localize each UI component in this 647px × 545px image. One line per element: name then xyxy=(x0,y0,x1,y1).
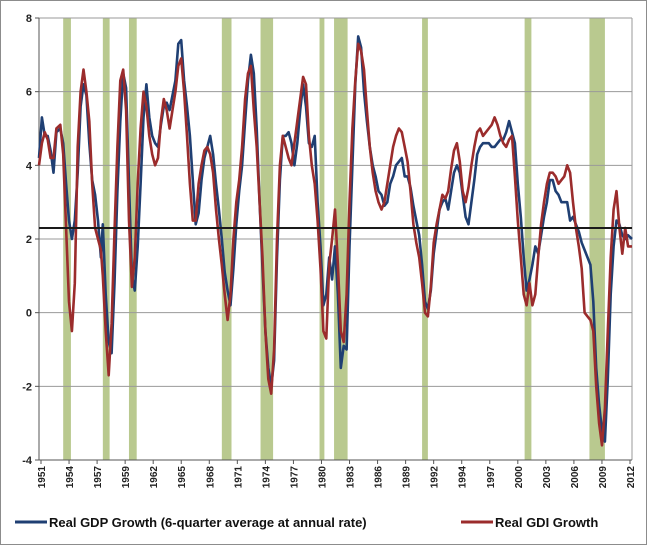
legend: Real GDP Growth (6-quarter average at an… xyxy=(15,515,598,530)
x-tick-label: 1989 xyxy=(402,466,413,489)
legend-label-gdp: Real GDP Growth (6-quarter average at an… xyxy=(49,515,367,530)
x-tick-label: 1971 xyxy=(233,466,244,489)
x-tick-label: 2012 xyxy=(626,466,637,489)
x-tick-label: 1962 xyxy=(149,466,160,489)
x-tick-label: 1965 xyxy=(177,466,188,489)
gdi-growth-line xyxy=(37,42,632,447)
y-tick-label: -4 xyxy=(22,455,33,467)
y-tick-label: -2 xyxy=(22,381,32,393)
series-lines xyxy=(37,35,633,447)
y-axis-ticks: -4 -2 0 2 4 6 8 xyxy=(22,13,39,467)
x-tick-label: 1977 xyxy=(289,466,300,489)
x-tick-label: 1959 xyxy=(121,466,132,489)
x-tick-label: 1992 xyxy=(430,466,441,489)
x-tick-label: 1974 xyxy=(261,466,272,489)
x-tick-label: 2003 xyxy=(542,466,553,489)
gdp-growth-line xyxy=(37,35,633,443)
gridlines xyxy=(38,17,633,461)
x-tick-label: 1954 xyxy=(65,466,76,489)
x-tick-label: 2000 xyxy=(514,466,525,489)
x-tick-label: 1983 xyxy=(346,466,357,489)
y-tick-label: 2 xyxy=(26,234,32,246)
y-tick-label: 4 xyxy=(26,160,33,172)
x-tick-label: 1951 xyxy=(37,466,48,489)
x-tick-label: 2006 xyxy=(570,466,581,489)
x-tick-label: 1957 xyxy=(93,466,104,489)
y-tick-label: 0 xyxy=(26,308,32,320)
y-tick-label: 6 xyxy=(26,87,32,99)
x-tick-label: 2009 xyxy=(598,466,609,489)
x-tick-label: 1980 xyxy=(317,466,328,489)
x-axis-ticks: 1951 1954 1957 1959 1962 1965 1968 1971 1974 1977… xyxy=(37,460,637,488)
x-tick-label: 1968 xyxy=(205,466,216,489)
legend-label-gdi: Real GDI Growth xyxy=(495,515,598,530)
x-tick-label: 1994 xyxy=(458,466,469,489)
x-tick-label: 1986 xyxy=(374,466,385,489)
x-tick-label: 1997 xyxy=(486,466,497,489)
y-tick-label: 8 xyxy=(26,13,32,25)
